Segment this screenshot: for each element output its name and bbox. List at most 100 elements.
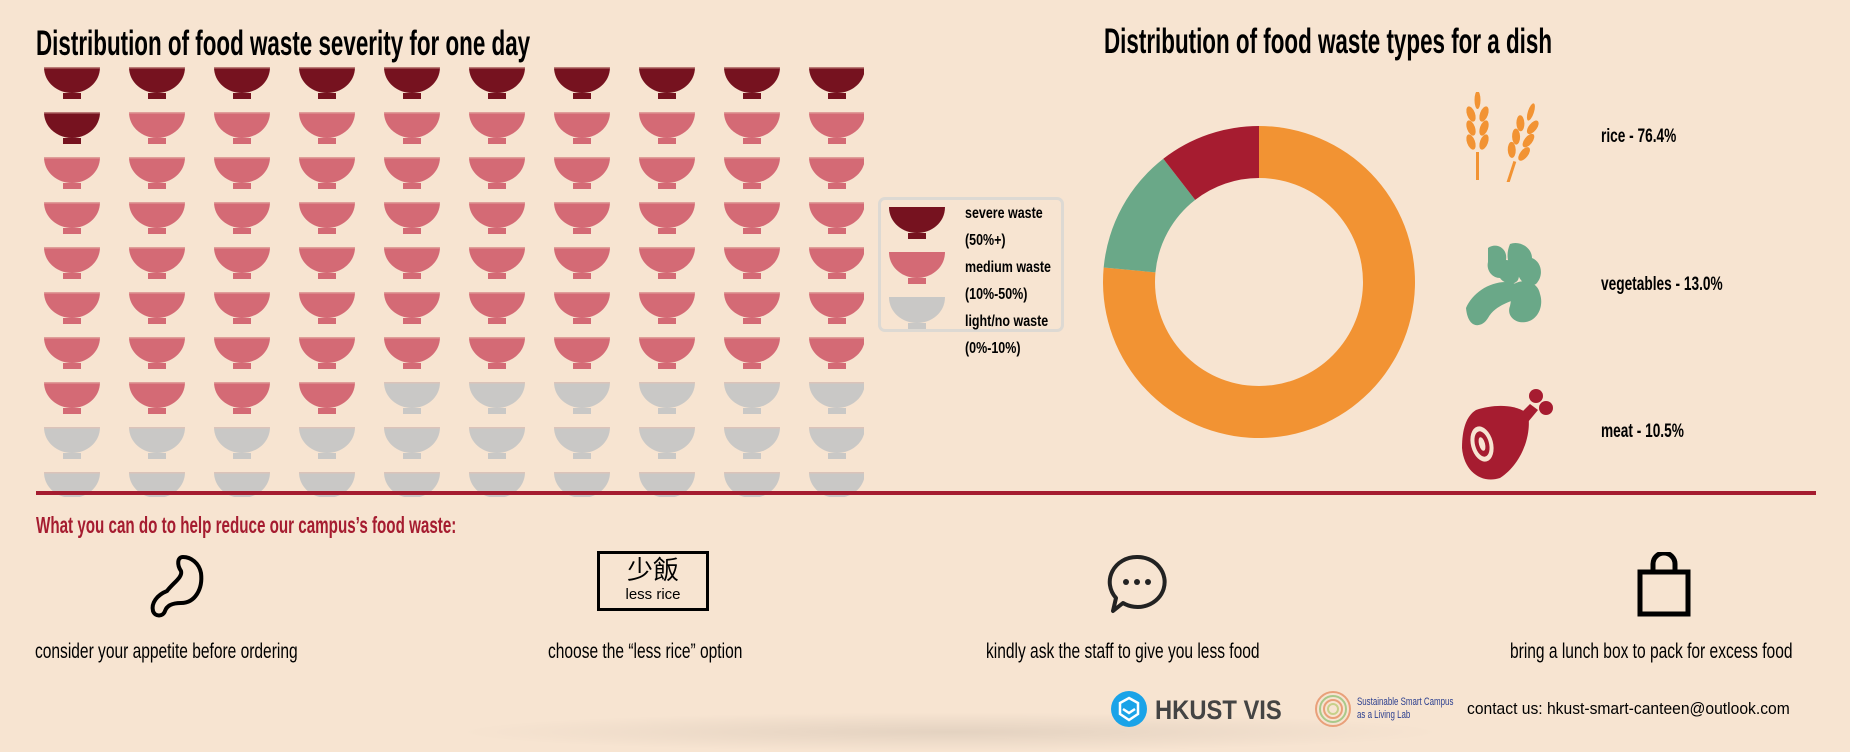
bowl-medium — [724, 337, 780, 370]
bowl-medium — [299, 202, 355, 235]
tips-heading: What you can do to help reduce our campu… — [36, 512, 457, 538]
bowl-medium — [214, 112, 270, 145]
bottom-shadow — [450, 712, 1450, 752]
bowl-medium — [554, 247, 610, 280]
bowl-severe — [809, 67, 864, 100]
bowl-severe — [724, 67, 780, 100]
bowl-light — [809, 382, 864, 415]
bowl-light — [384, 427, 440, 460]
bowl-light — [809, 472, 864, 497]
bowl-medium — [469, 247, 525, 280]
bowl-medium — [129, 337, 185, 370]
sustainable-campus-logo-text[interactable]: Sustainable Smart Campus as a Living Lab — [1357, 696, 1454, 721]
bowl-light — [554, 427, 610, 460]
legend-range-light: (0%-10%) — [965, 340, 1021, 357]
bowl-medium — [299, 337, 355, 370]
bowl-medium — [469, 157, 525, 190]
bowl-light — [44, 427, 100, 460]
bowl-medium — [724, 202, 780, 235]
less-rice-chinese: 少飯 — [626, 556, 679, 586]
hkust-vis-logo-icon[interactable] — [1111, 691, 1147, 727]
bowl-medium — [44, 202, 100, 235]
bowl-severe — [214, 67, 270, 100]
bowl-light — [724, 472, 780, 497]
food-types-donut-chart — [1103, 126, 1415, 439]
less-rice-english: less rice — [625, 586, 681, 603]
bowl-medium — [724, 157, 780, 190]
bowl-medium — [639, 337, 695, 370]
bowl-light — [44, 472, 100, 497]
legend-label-light: light/no waste — [965, 313, 1049, 330]
bowl-light — [129, 472, 185, 497]
bowl-medium — [469, 112, 525, 145]
rice-label: rice - 76.4% — [1601, 126, 1677, 147]
severity-chart-title: Distribution of food waste severity for … — [36, 24, 531, 63]
vegetables-icon — [1466, 242, 1542, 326]
bowl-medium — [384, 292, 440, 325]
bowl-medium — [554, 292, 610, 325]
bowl-severe — [44, 112, 100, 145]
bowl-medium — [639, 202, 695, 235]
bowl-light — [639, 382, 695, 415]
contact-email[interactable]: contact us: hkust-smart-canteen@outlook.… — [1467, 699, 1790, 718]
legend-label-medium: medium waste — [965, 259, 1052, 276]
bowl-medium — [554, 112, 610, 145]
medium-bowl-icon — [889, 252, 945, 284]
bowl-medium — [809, 247, 864, 280]
vegetables-label: vegetables - 13.0% — [1601, 274, 1723, 295]
bowl-light — [384, 382, 440, 415]
waste-severity-waffle-chart — [44, 67, 864, 497]
stomach-icon — [150, 555, 204, 618]
bowl-light — [639, 472, 695, 497]
bowl-medium — [44, 292, 100, 325]
light-bowl-icon — [889, 297, 945, 329]
meat-icon — [1462, 389, 1553, 480]
bowl-medium — [44, 157, 100, 190]
hkust-vis-logo-text[interactable]: HKUST VIS — [1155, 695, 1282, 725]
bowl-medium — [639, 112, 695, 145]
bowl-light — [469, 427, 525, 460]
bowl-medium — [384, 337, 440, 370]
bowl-light — [299, 472, 355, 497]
bowl-medium — [809, 112, 864, 145]
bowl-light — [299, 427, 355, 460]
bowl-medium — [639, 292, 695, 325]
tip-ask-staff: kindly ask the staff to give you less fo… — [986, 640, 1260, 663]
section-divider — [36, 491, 1816, 495]
less-rice-sign-icon: 少飯 less rice — [597, 551, 709, 611]
legend-range-severe: (50%+) — [965, 232, 1006, 249]
bowl-light — [469, 382, 525, 415]
bowl-medium — [299, 112, 355, 145]
bowl-severe — [129, 67, 185, 100]
bowl-medium — [554, 337, 610, 370]
legend-range-medium: (10%-50%) — [965, 286, 1028, 303]
bowl-medium — [469, 202, 525, 235]
bowl-light — [809, 427, 864, 460]
bowl-medium — [214, 202, 270, 235]
bowl-medium — [299, 157, 355, 190]
bowl-medium — [639, 247, 695, 280]
bowl-severe — [384, 67, 440, 100]
sustainable-campus-logo-icon[interactable] — [1314, 690, 1352, 728]
bowl-medium — [214, 292, 270, 325]
bowl-medium — [129, 202, 185, 235]
bowl-medium — [299, 292, 355, 325]
severe-bowl-icon — [889, 207, 945, 239]
bowl-medium — [384, 247, 440, 280]
lunch-bag-icon — [1637, 552, 1691, 617]
tip-appetite: consider your appetite before ordering — [35, 640, 298, 663]
chat-bubble-icon — [1107, 554, 1167, 613]
legend-item-light — [889, 297, 945, 335]
bowl-light — [384, 472, 440, 497]
bowl-medium — [554, 202, 610, 235]
bowl-medium — [129, 157, 185, 190]
bowl-severe — [44, 67, 100, 100]
bowl-light — [214, 472, 270, 497]
bowl-medium — [129, 292, 185, 325]
bowl-light — [724, 427, 780, 460]
bowl-medium — [129, 112, 185, 145]
bowl-severe — [469, 67, 525, 100]
donut-slice-meat — [1163, 126, 1259, 200]
bowl-severe — [299, 67, 355, 100]
bowl-medium — [384, 112, 440, 145]
